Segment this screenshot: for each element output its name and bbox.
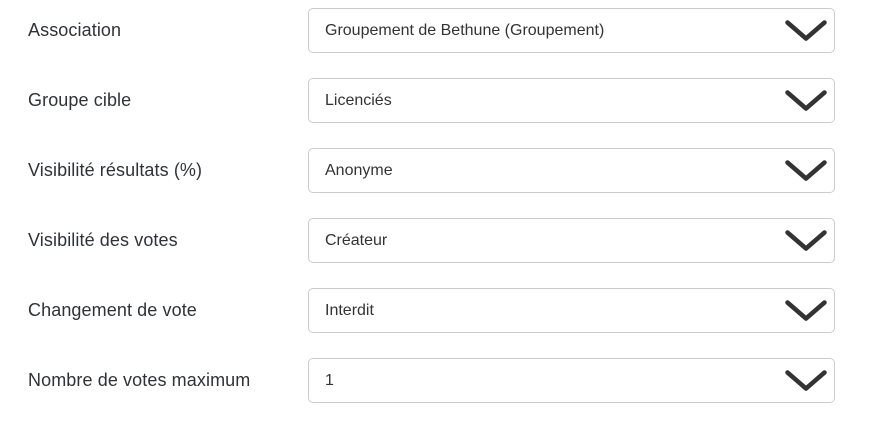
visibilite-votes-select-value: Créateur xyxy=(325,231,388,249)
chevron-down-icon xyxy=(785,19,827,42)
groupe-cible-label: Groupe cible xyxy=(28,89,132,110)
form-row-association: Association Groupement de Bethune (Group… xyxy=(28,8,876,53)
groupe-cible-select-value: Licenciés xyxy=(325,91,392,109)
changement-vote-label: Changement de vote xyxy=(28,299,197,320)
association-select-value: Groupement de Bethune (Groupement) xyxy=(325,21,605,39)
visibilite-resultats-select[interactable]: Anonyme xyxy=(308,148,835,193)
chevron-down-icon xyxy=(785,89,827,112)
visibilite-resultats-label: Visibilité résultats (%) xyxy=(28,159,203,180)
chevron-down-icon xyxy=(785,369,827,392)
chevron-down-icon xyxy=(785,229,827,252)
form-row-visibilite-votes: Visibilité des votes Créateur xyxy=(28,218,876,263)
changement-vote-select[interactable]: Interdit xyxy=(308,288,835,333)
association-select[interactable]: Groupement de Bethune (Groupement) xyxy=(308,8,835,53)
form-row-changement-vote: Changement de vote Interdit xyxy=(28,288,876,333)
nombre-votes-select-value: 1 xyxy=(325,371,334,389)
changement-vote-select-value: Interdit xyxy=(325,301,374,319)
form-row-groupe-cible: Groupe cible Licenciés xyxy=(28,78,876,123)
association-label: Association xyxy=(28,19,122,40)
form-row-nombre-votes: Nombre de votes maximum 1 xyxy=(28,358,876,403)
groupe-cible-select[interactable]: Licenciés xyxy=(308,78,835,123)
visibilite-resultats-select-value: Anonyme xyxy=(325,161,393,179)
visibilite-votes-label: Visibilité des votes xyxy=(28,229,178,250)
chevron-down-icon xyxy=(785,159,827,182)
visibilite-votes-select[interactable]: Créateur xyxy=(308,218,835,263)
nombre-votes-select[interactable]: 1 xyxy=(308,358,835,403)
nombre-votes-label: Nombre de votes maximum xyxy=(28,369,251,390)
vote-settings-form: Association Groupement de Bethune (Group… xyxy=(28,8,876,403)
chevron-down-icon xyxy=(785,299,827,322)
form-row-visibilite-resultats: Visibilité résultats (%) Anonyme xyxy=(28,148,876,193)
